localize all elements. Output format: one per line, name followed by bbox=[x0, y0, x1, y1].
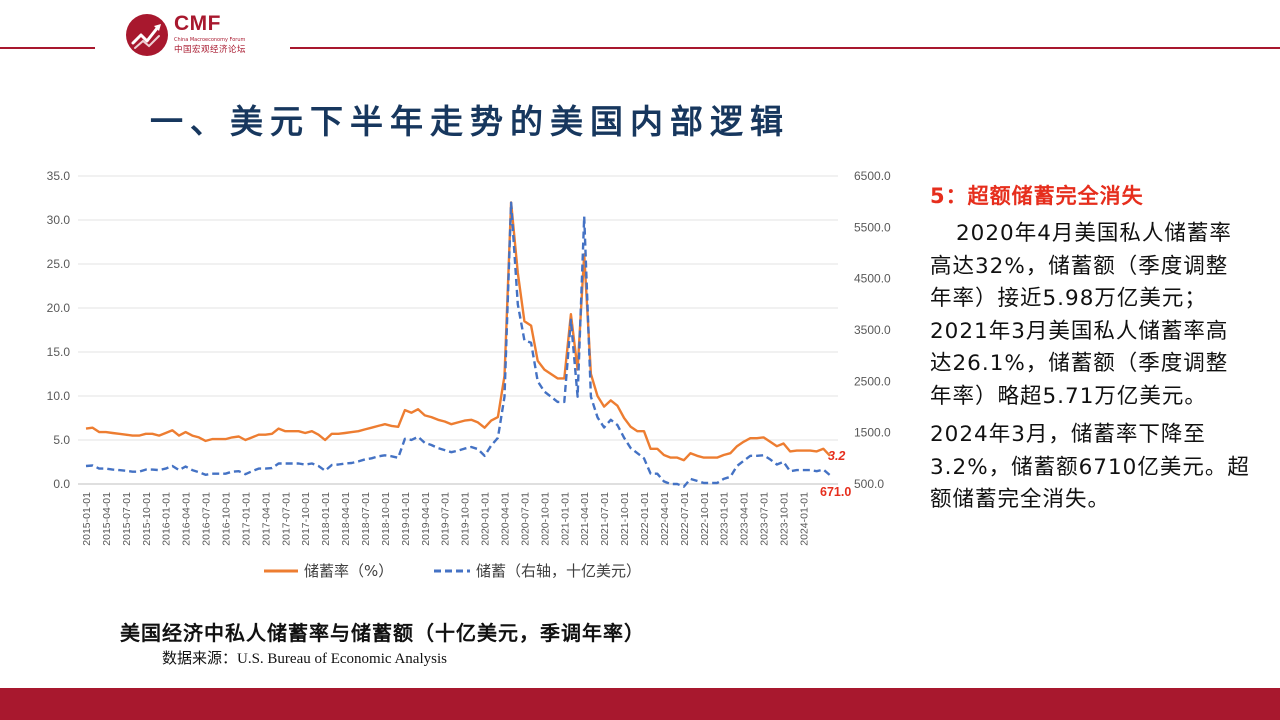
x-tick-label: 2018-01-01 bbox=[320, 492, 332, 546]
y-left-tick-label: 15.0 bbox=[47, 345, 71, 359]
x-tick-label: 2016-10-01 bbox=[221, 492, 233, 546]
x-tick-label: 2018-04-01 bbox=[340, 492, 352, 546]
x-tick-label: 2020-10-01 bbox=[539, 492, 551, 546]
page-title: 一、美元下半年走势的美国内部逻辑 bbox=[150, 102, 790, 141]
side-panel-paragraph-1: 2020年4月美国私人储蓄率高达32%，储蓄额（季度调整年率）接近5.98万亿美… bbox=[930, 221, 1232, 409]
savings-amount-line bbox=[85, 201, 831, 488]
logo-mark-icon bbox=[126, 14, 168, 56]
y-left-tick-label: 0.0 bbox=[53, 477, 70, 491]
x-tick-label: 2017-04-01 bbox=[260, 492, 272, 546]
x-tick-label: 2019-04-01 bbox=[420, 492, 432, 546]
x-tick-label: 2017-10-01 bbox=[300, 492, 312, 546]
x-tick-label: 2022-04-01 bbox=[659, 492, 671, 546]
logo-subtitle-cn: 中国宏观经济论坛 bbox=[174, 45, 247, 55]
y-right-tick-label: 500.0 bbox=[854, 477, 884, 491]
x-tick-label: 2015-01-01 bbox=[81, 492, 93, 546]
side-panel-paragraph-2: 2024年3月，储蓄率下降至3.2%，储蓄额6710亿美元。超额储蓄完全消失。 bbox=[930, 422, 1250, 512]
legend-label-savings-rate: 储蓄率（%） bbox=[304, 562, 393, 580]
x-tick-label: 2023-10-01 bbox=[779, 492, 791, 546]
x-tick-label: 2022-01-01 bbox=[639, 492, 651, 546]
x-tick-label: 2019-07-01 bbox=[440, 492, 452, 546]
x-tick-label: 2021-07-01 bbox=[599, 492, 611, 546]
savings-chart: 0.0 5.0 10.0 15.0 20.0 25.0 30.0 35.0 500.0 1500… bbox=[47, 169, 891, 580]
side-panel: 5：超额储蓄完全消失 2020年4月美国私人储蓄率高达32%，储蓄额（季度调整年… bbox=[930, 180, 1250, 517]
savings-amount-end-label: 671.0 bbox=[820, 485, 851, 499]
x-tick-label: 2022-07-01 bbox=[679, 492, 691, 546]
x-tick-label: 2015-04-01 bbox=[101, 492, 113, 546]
y-left-tick-label: 5.0 bbox=[53, 433, 70, 447]
x-tick-label: 2016-01-01 bbox=[161, 492, 173, 546]
footer-bar bbox=[0, 688, 1280, 720]
x-tick-label: 2015-07-01 bbox=[121, 492, 133, 546]
y-left-tick-label: 25.0 bbox=[47, 257, 71, 271]
x-tick-label: 2016-07-01 bbox=[201, 492, 213, 546]
cmf-logo: CMF China Macroeconomy Forum 中国宏观经济论坛 bbox=[126, 12, 296, 58]
x-tick-label: 2020-07-01 bbox=[519, 492, 531, 546]
x-tick-label: 2018-07-01 bbox=[360, 492, 372, 546]
x-tick-label: 2019-01-01 bbox=[400, 492, 412, 546]
x-axis: 2015-01-01 2015-04-01 2015-07-01 2015-10-01… bbox=[81, 492, 810, 546]
chart-series: 3.2 671.0 bbox=[85, 201, 851, 499]
chart-gridlines bbox=[78, 175, 838, 485]
x-tick-label: 2021-10-01 bbox=[619, 492, 631, 546]
y-left-tick-label: 10.0 bbox=[47, 389, 71, 403]
x-tick-label: 2024-01-01 bbox=[798, 492, 810, 546]
y-left-tick-label: 20.0 bbox=[47, 301, 71, 315]
header-rule-left bbox=[0, 47, 95, 49]
header-rule-right bbox=[290, 47, 1280, 49]
x-tick-label: 2017-07-01 bbox=[280, 492, 292, 546]
y-axis-right: 500.0 1500.0 2500.0 3500.0 4500.0 5500.0 6500.… bbox=[854, 169, 891, 491]
logo-subtitle-en: China Macroeconomy Forum bbox=[174, 37, 246, 43]
y-right-tick-label: 4500.0 bbox=[854, 272, 891, 286]
x-tick-label: 2017-01-01 bbox=[240, 492, 252, 546]
y-right-tick-label: 6500.0 bbox=[854, 169, 891, 183]
side-panel-title: 5：超额储蓄完全消失 bbox=[930, 184, 1144, 208]
x-tick-label: 2021-04-01 bbox=[579, 492, 591, 546]
x-tick-label: 2023-01-01 bbox=[719, 492, 731, 546]
logo-brand: CMF bbox=[174, 12, 221, 35]
y-right-tick-label: 5500.0 bbox=[854, 220, 891, 234]
x-tick-label: 2020-04-01 bbox=[500, 492, 512, 546]
y-left-tick-label: 35.0 bbox=[47, 169, 71, 183]
y-right-tick-label: 3500.0 bbox=[854, 323, 891, 337]
x-tick-label: 2023-07-01 bbox=[759, 492, 771, 546]
legend-label-savings-amount: 储蓄（右轴，十亿美元） bbox=[476, 562, 641, 580]
y-right-tick-label: 2500.0 bbox=[854, 374, 891, 388]
chart-legend: 储蓄率（%） 储蓄（右轴，十亿美元） bbox=[264, 562, 641, 580]
data-source: 数据来源：U.S. Bureau of Economic Analysis bbox=[162, 651, 447, 667]
x-tick-label: 2016-04-01 bbox=[181, 492, 193, 546]
y-right-tick-label: 1500.0 bbox=[854, 426, 891, 440]
x-tick-label: 2020-01-01 bbox=[480, 492, 492, 546]
y-axis-left: 0.0 5.0 10.0 15.0 20.0 25.0 30.0 35.0 bbox=[47, 169, 71, 491]
x-tick-label: 2019-10-01 bbox=[460, 492, 472, 546]
y-left-tick-label: 30.0 bbox=[47, 213, 71, 227]
x-tick-label: 2022-10-01 bbox=[699, 492, 711, 546]
savings-rate-end-label: 3.2 bbox=[828, 449, 845, 463]
x-tick-label: 2015-10-01 bbox=[141, 492, 153, 546]
savings-rate-line bbox=[85, 201, 831, 462]
x-tick-label: 2021-01-01 bbox=[559, 492, 571, 546]
x-tick-label: 2023-04-01 bbox=[739, 492, 751, 546]
x-tick-label: 2018-10-01 bbox=[380, 492, 392, 546]
chart-caption: 美国经济中私人储蓄率与储蓄额（十亿美元，季调年率） bbox=[120, 621, 645, 645]
